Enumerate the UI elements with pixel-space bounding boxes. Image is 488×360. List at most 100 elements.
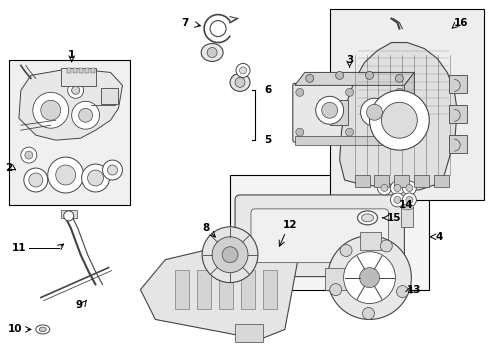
Bar [219, 270, 233, 310]
Circle shape [21, 147, 37, 163]
Polygon shape [339, 42, 456, 190]
Circle shape [395, 88, 403, 96]
Circle shape [79, 108, 92, 122]
Bar [374, 175, 388, 187]
Text: 5: 5 [264, 135, 271, 145]
Circle shape [327, 236, 410, 319]
Bar [73, 68, 77, 73]
Text: 13: 13 [406, 284, 421, 294]
Text: 2: 2 [5, 163, 13, 173]
Circle shape [305, 75, 313, 82]
Circle shape [236, 63, 249, 77]
Text: 14: 14 [398, 200, 413, 210]
Circle shape [295, 128, 303, 136]
Circle shape [107, 165, 117, 175]
Circle shape [345, 128, 353, 136]
Text: 16: 16 [453, 18, 468, 28]
Polygon shape [404, 72, 413, 140]
Circle shape [239, 67, 246, 74]
Circle shape [41, 100, 61, 120]
Circle shape [366, 104, 382, 120]
Ellipse shape [401, 204, 412, 210]
Ellipse shape [229, 73, 249, 91]
Text: 12: 12 [282, 220, 297, 230]
Circle shape [222, 247, 238, 263]
Circle shape [345, 88, 353, 96]
Ellipse shape [36, 325, 50, 334]
Bar [61, 210, 77, 218]
Ellipse shape [39, 327, 46, 332]
Bar [101, 88, 118, 104]
Bar [84, 68, 88, 73]
Circle shape [202, 227, 258, 283]
Circle shape [25, 151, 33, 159]
Ellipse shape [357, 211, 377, 225]
Bar [79, 68, 82, 73]
Bar [324, 268, 346, 289]
Circle shape [402, 193, 415, 207]
Circle shape [87, 170, 103, 186]
Polygon shape [294, 72, 413, 85]
Circle shape [329, 284, 341, 296]
Circle shape [381, 102, 416, 138]
Bar [354, 175, 369, 187]
Circle shape [393, 197, 400, 203]
Bar [359, 232, 381, 250]
Circle shape [56, 165, 76, 185]
Circle shape [81, 164, 109, 192]
Circle shape [315, 96, 343, 124]
Bar [66, 68, 71, 73]
Circle shape [377, 181, 390, 195]
Circle shape [33, 92, 68, 128]
Circle shape [295, 88, 303, 96]
Bar [329, 100, 347, 125]
Circle shape [405, 184, 412, 192]
Bar [263, 270, 276, 310]
Bar [401, 207, 412, 227]
Circle shape [402, 181, 415, 195]
Bar [448, 105, 466, 123]
Circle shape [67, 82, 83, 98]
Circle shape [389, 193, 404, 207]
Circle shape [360, 98, 387, 126]
Circle shape [405, 197, 412, 203]
Text: 9: 9 [75, 300, 82, 310]
Bar [433, 175, 448, 187]
Circle shape [396, 285, 407, 298]
Text: 8: 8 [202, 223, 209, 233]
FancyBboxPatch shape [250, 209, 387, 263]
Circle shape [24, 168, 48, 192]
Bar [294, 136, 404, 145]
Circle shape [380, 184, 387, 192]
Text: 1: 1 [68, 50, 75, 60]
Text: 15: 15 [386, 213, 401, 223]
Text: 6: 6 [264, 85, 271, 95]
Polygon shape [140, 235, 299, 339]
Bar [241, 270, 254, 310]
Bar [90, 68, 94, 73]
Circle shape [48, 157, 83, 193]
Bar [9, 60, 130, 205]
Circle shape [210, 21, 225, 37]
Text: 3: 3 [346, 55, 352, 66]
Bar [175, 270, 189, 310]
Bar [329, 9, 483, 200]
Circle shape [235, 77, 244, 87]
Circle shape [343, 252, 395, 303]
Circle shape [339, 244, 351, 256]
Circle shape [207, 48, 217, 58]
Bar [448, 75, 466, 93]
Circle shape [359, 268, 379, 288]
Circle shape [393, 184, 400, 192]
Circle shape [102, 160, 122, 180]
Circle shape [63, 211, 74, 221]
Bar [61, 68, 95, 86]
Circle shape [321, 102, 337, 118]
Circle shape [380, 240, 391, 252]
Circle shape [335, 71, 343, 80]
Ellipse shape [201, 44, 223, 62]
Circle shape [212, 237, 247, 273]
Bar [235, 324, 263, 342]
Bar [394, 175, 408, 187]
Bar [197, 270, 211, 310]
